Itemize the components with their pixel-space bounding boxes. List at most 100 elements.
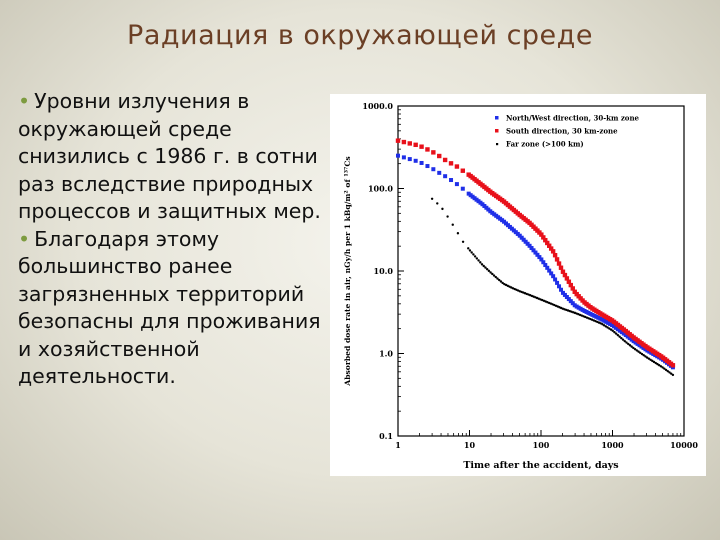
- data-point-south: [570, 286, 575, 291]
- data-point-south: [564, 276, 570, 281]
- data-point-north-west: [566, 297, 571, 302]
- data-point-south: [407, 141, 412, 146]
- data-point-south: [572, 289, 577, 294]
- data-point-north-west: [560, 290, 565, 295]
- data-point-far: [623, 339, 626, 343]
- data-point-north-west: [549, 271, 554, 276]
- data-point-far: [477, 259, 480, 262]
- bullet-item: • Уровни излучения в окружающей среде сни…: [18, 88, 336, 226]
- data-point-far: [472, 253, 475, 256]
- legend-label-north-west: North/West direction, 30-km zone: [506, 114, 640, 123]
- data-point-far: [647, 357, 651, 360]
- data-point-far: [606, 326, 609, 329]
- data-point-far: [657, 364, 661, 367]
- data-point-north-west: [443, 174, 448, 179]
- data-point-far: [644, 355, 647, 358]
- data-point-far: [475, 257, 479, 260]
- data-point-far: [639, 351, 642, 355]
- series-far: [430, 197, 675, 377]
- data-point-far: [633, 348, 637, 351]
- data-point-far: [651, 359, 654, 363]
- x-axis-label: Time after the accident, days: [463, 460, 618, 471]
- data-point-north-west: [396, 153, 400, 158]
- data-point-north-west: [537, 255, 542, 260]
- data-point-north-west: [562, 292, 567, 297]
- data-point-far: [497, 278, 501, 282]
- data-point-far: [630, 345, 633, 348]
- data-point-north-west: [551, 274, 556, 279]
- data-point-north-west: [539, 257, 544, 262]
- data-point-north-west: [535, 252, 540, 257]
- data-point-north-west: [531, 248, 536, 253]
- data-point-far: [487, 269, 491, 273]
- slide-title: Радиация в окружающей среде: [127, 20, 593, 51]
- data-point-north-west: [437, 170, 442, 175]
- data-point-far: [656, 362, 659, 366]
- data-point-far: [625, 341, 628, 344]
- data-point-south: [419, 144, 424, 149]
- x-tick-label: 100: [533, 440, 550, 450]
- data-point-far: [446, 215, 449, 218]
- data-point-far: [640, 352, 644, 356]
- legend-marker-north-west: [495, 116, 499, 120]
- data-point-south: [568, 282, 574, 288]
- data-point-far: [649, 358, 652, 361]
- data-point-far: [473, 255, 477, 258]
- data-point-far: [616, 333, 620, 337]
- data-point-far: [652, 360, 656, 364]
- data-point-far: [430, 197, 434, 201]
- data-point-south: [554, 257, 560, 262]
- data-point-far: [604, 325, 608, 328]
- data-point-far: [608, 327, 611, 330]
- data-point-south: [448, 161, 454, 166]
- data-point-far: [602, 324, 606, 327]
- data-point-far: [489, 271, 492, 274]
- data-point-south: [454, 164, 460, 169]
- data-point-north-west: [545, 265, 550, 270]
- data-point-far: [441, 207, 444, 211]
- data-point-north-west: [521, 237, 526, 242]
- data-point-south: [548, 246, 554, 251]
- bullet-list: • Уровни излучения в окружающей среде сни…: [18, 88, 336, 391]
- y-tick-label: 10.0: [374, 266, 394, 276]
- legend-marker-far: [496, 143, 499, 146]
- data-point-far: [663, 367, 666, 370]
- data-point-south: [541, 235, 546, 240]
- bullet-text: Уровни излучения в окружающей среде сниз…: [18, 89, 321, 223]
- data-point-far: [614, 332, 618, 335]
- data-point-far: [467, 247, 470, 250]
- y-tick-label: 0.1: [379, 431, 393, 441]
- data-point-south: [547, 243, 552, 248]
- data-point-far: [670, 372, 673, 375]
- data-point-north-west: [413, 158, 418, 163]
- legend-label-far: Far zone (>100 km): [506, 140, 584, 149]
- data-point-north-west: [553, 277, 558, 282]
- data-point-north-west: [460, 186, 465, 191]
- data-point-far: [601, 323, 604, 326]
- data-point-north-west: [454, 182, 459, 187]
- bullet-marker: •: [18, 89, 31, 113]
- x-tick-label: 1: [395, 440, 401, 450]
- data-point-far: [501, 281, 504, 285]
- data-point-far: [499, 280, 503, 283]
- data-point-far: [628, 344, 632, 347]
- data-point-far: [635, 349, 639, 352]
- legend-label-south: South direction, 30 km-zone: [506, 127, 618, 136]
- data-point-north-west: [517, 233, 522, 238]
- data-point-far: [668, 371, 671, 374]
- data-point-south: [401, 139, 407, 145]
- data-point-far: [627, 342, 630, 346]
- data-point-far: [645, 356, 649, 359]
- data-point-north-west: [568, 299, 573, 304]
- data-point-north-west: [407, 157, 412, 162]
- data-point-far: [611, 329, 614, 332]
- data-point-north-west: [525, 241, 530, 246]
- data-point-south: [539, 232, 544, 237]
- data-point-south: [566, 279, 572, 284]
- data-point-north-west: [564, 295, 569, 300]
- data-point-north-west: [425, 164, 430, 169]
- chart-figure: 1 10 100 1000 10000 0.1 1.0 10.0 100.0 1000.0 Tim…: [330, 94, 706, 476]
- data-point-far: [637, 350, 640, 353]
- data-point-far: [492, 274, 496, 277]
- data-point-south: [442, 157, 448, 163]
